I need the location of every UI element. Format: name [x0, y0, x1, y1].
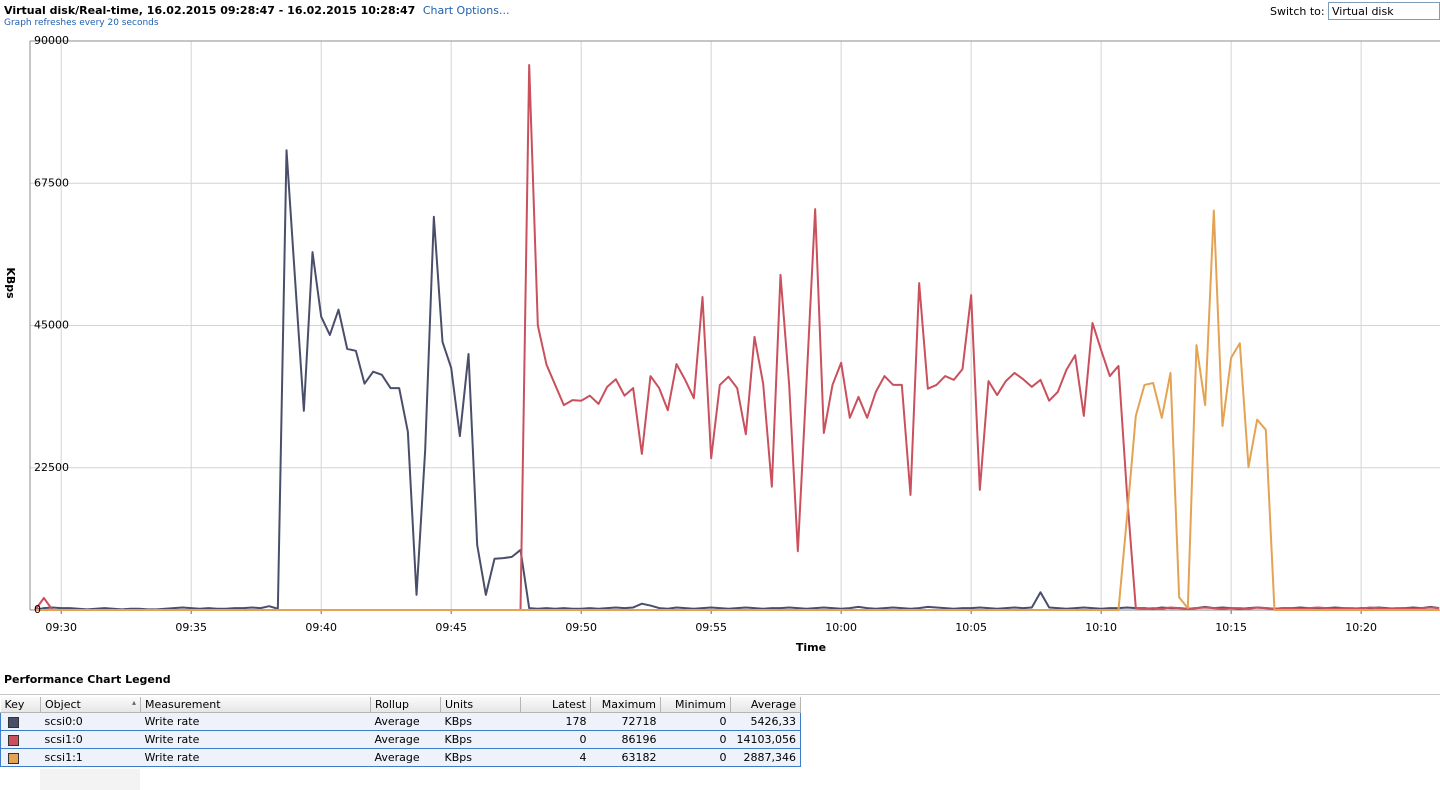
legend-swatch — [8, 734, 19, 746]
key-cell — [0, 748, 41, 767]
key-cell — [0, 712, 41, 731]
legend-cell: KBps — [440, 712, 521, 731]
empty-area — [40, 769, 140, 790]
sort-icon: ▴ — [131, 698, 136, 707]
x-axis-label: Time — [796, 641, 826, 654]
y-tick-label: 22500 — [34, 461, 69, 474]
legend-cell: 4 — [520, 748, 591, 767]
legend-cell: 2887,346 — [730, 748, 801, 767]
x-tick-label: 09:45 — [435, 621, 467, 634]
column-header: Maximum — [590, 697, 661, 713]
grid — [29, 40, 1440, 614]
legend-cell: 0 — [660, 730, 731, 749]
x-tick-label: 09:35 — [175, 621, 207, 634]
y-tick-label: 0 — [34, 603, 41, 616]
legend-cell: 5426,33 — [730, 712, 801, 731]
legend-table: Key Object ▴ Measurement Rollup Units Latest Ma… — [0, 697, 801, 767]
chart-title: Virtual disk/Real-time, 16.02.2015 09:28… — [4, 4, 416, 17]
legend-cell: 0 — [660, 712, 731, 731]
header: Virtual disk/Real-time, 16.02.2015 09:28… — [4, 4, 509, 17]
legend-cell: 14103,056 — [730, 730, 801, 749]
x-tick-label: 09:50 — [565, 621, 597, 634]
x-tick-label: 10:20 — [1345, 621, 1377, 634]
legend-cell: Write rate — [140, 712, 371, 731]
object-cell: scsi1:0 — [40, 730, 141, 749]
column-header: Minimum — [660, 697, 731, 713]
chart: Time KBps 0 22500 45000 67500 90000 09:30 09:3… — [4, 34, 1440, 654]
y-tick-label: 67500 — [34, 176, 69, 189]
legend-header: Key Object ▴ Measurement Rollup Units Latest Ma… — [0, 697, 801, 713]
series-line — [35, 209, 1440, 611]
legend-title: Performance Chart Legend — [4, 673, 171, 686]
legend-cell: KBps — [440, 730, 521, 749]
column-header: Object ▴ — [40, 697, 141, 713]
x-tick-label: 10:15 — [1215, 621, 1247, 634]
legend-cell: 63182 — [590, 748, 661, 767]
legend-cell: Write rate — [140, 730, 371, 749]
legend-cell: 86196 — [590, 730, 661, 749]
series-line — [34, 64, 1440, 611]
column-header: Latest — [520, 697, 591, 713]
x-tick-label: 09:55 — [695, 621, 727, 634]
legend-cell: 0 — [660, 748, 731, 767]
column-header: Average — [730, 697, 801, 713]
y-axis-label: KBps — [4, 267, 17, 299]
lines — [34, 64, 1440, 611]
x-tick-label: 10:05 — [955, 621, 987, 634]
chart-subtitle: Graph refreshes every 20 seconds — [4, 18, 159, 28]
column-header: Rollup — [370, 697, 441, 713]
legend-cell: 72718 — [590, 712, 661, 731]
object-cell: scsi0:0 — [40, 712, 141, 731]
column-header: Measurement — [140, 697, 371, 713]
legend-cell: Average — [370, 730, 441, 749]
column-header: Units — [440, 697, 521, 713]
x-tick-label: 09:30 — [45, 621, 77, 634]
y-tick-label: 90000 — [34, 34, 69, 47]
legend-cell: Average — [370, 712, 441, 731]
legend-swatch — [8, 752, 19, 764]
legend-cell: 0 — [520, 730, 591, 749]
legend-cell: KBps — [440, 748, 521, 767]
x-tick-label: 09:40 — [305, 621, 337, 634]
legend-cell: Write rate — [140, 748, 371, 767]
legend-swatch — [8, 716, 19, 728]
object-cell: scsi1:1 — [40, 748, 141, 767]
column-header: Key — [0, 697, 41, 713]
x-tick-label: 10:00 — [825, 621, 857, 634]
legend-row: scsi1:1 Write rate Average KBps 4 63182 0 2887,… — [0, 748, 801, 767]
separator — [0, 694, 1440, 695]
chart-options-link[interactable]: Chart Options... — [422, 4, 510, 17]
switch-select[interactable]: Virtual disk — [1328, 2, 1440, 20]
tick-labels: 0 22500 45000 67500 90000 09:30 09:35 09:40 09:4… — [34, 34, 1377, 634]
legend-cell: Average — [370, 748, 441, 767]
legend-row: scsi1:0 Write rate Average KBps 0 86196 0 14103… — [0, 730, 801, 749]
switch-label: Switch to: — [1270, 5, 1325, 18]
x-tick-label: 10:10 — [1085, 621, 1117, 634]
y-tick-label: 45000 — [34, 319, 69, 332]
key-cell — [0, 730, 41, 749]
legend-cell: 178 — [520, 712, 591, 731]
legend-row: scsi0:0 Write rate Average KBps 178 72718 0 542… — [0, 712, 801, 731]
